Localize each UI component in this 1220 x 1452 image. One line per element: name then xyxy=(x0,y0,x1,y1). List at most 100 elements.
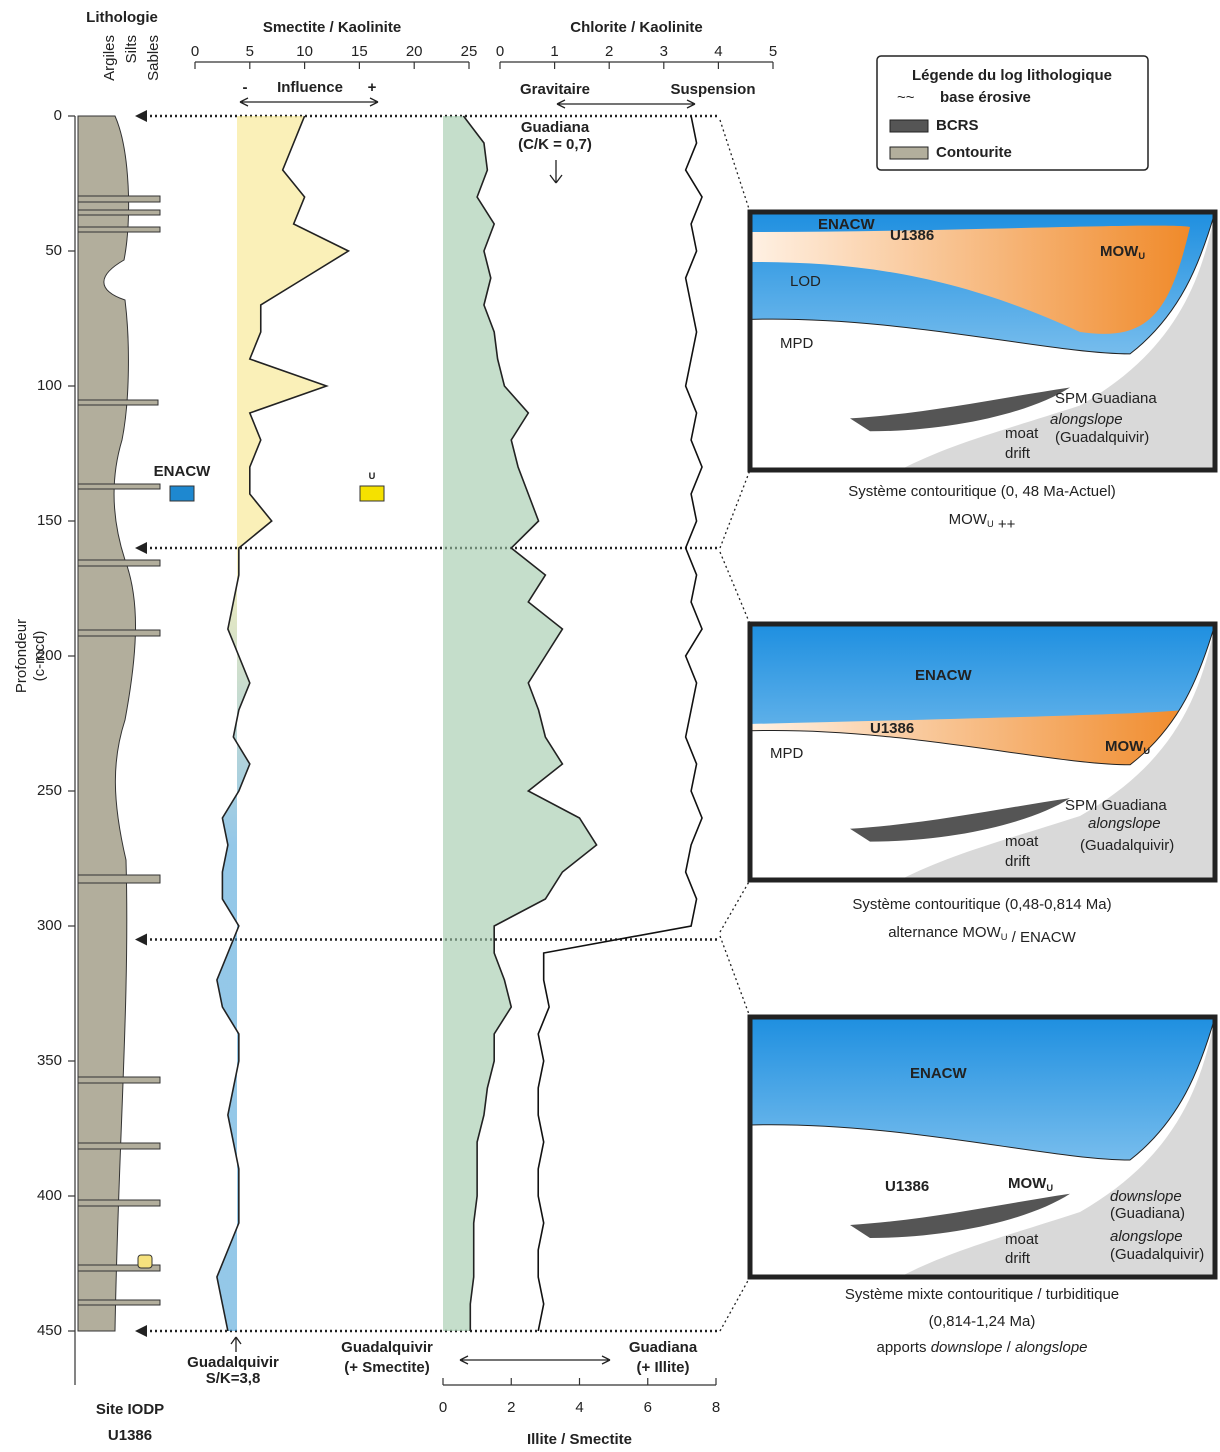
y-axis-label: Profondeur xyxy=(13,619,30,693)
legend-box xyxy=(876,55,1149,171)
subscript: U xyxy=(369,471,376,481)
panel-caption: Système mixte contouritique / turbiditiq… xyxy=(845,1286,1119,1303)
subscript: U xyxy=(1138,251,1145,261)
text-part: / xyxy=(1002,1339,1015,1356)
x-tick-label: 4 xyxy=(714,43,722,60)
y-tick-label: 250 xyxy=(37,782,62,799)
panel-label: MOWU xyxy=(1008,1175,1053,1193)
x-tick-label: 6 xyxy=(644,1399,652,1416)
panel-label: ENACW xyxy=(910,1065,968,1082)
x-tick-label: 2 xyxy=(605,43,613,60)
legend-swatch xyxy=(889,146,929,160)
panel-label: drift xyxy=(1005,445,1031,462)
panel-caption: apports downslope / alongslope xyxy=(877,1339,1088,1356)
x-tick-label: 0 xyxy=(496,43,504,60)
chart-title: Smectite / Kaolinite xyxy=(263,19,401,36)
annotation: Guadiana xyxy=(521,119,590,136)
panel-label: (Guadalquivir) xyxy=(1110,1246,1204,1263)
annotation: (+ Smectite) xyxy=(344,1359,429,1376)
x-tick-label: 8 xyxy=(712,1399,720,1416)
mow-lens xyxy=(750,709,1190,777)
arrows xyxy=(230,97,751,1365)
panel-label: SPM Guadiana xyxy=(1065,797,1167,814)
y-tick-label: 400 xyxy=(37,1187,62,1204)
x-tick-label: 5 xyxy=(246,43,254,60)
y-tick-label: 100 xyxy=(37,377,62,394)
panel-label: ENACW xyxy=(915,667,973,684)
y-tick-label: 350 xyxy=(37,1052,62,1069)
panel-label: ENACW xyxy=(818,216,876,233)
legend-symbol: ~~ xyxy=(897,89,915,106)
panel-caption: (0,814-1,24 Ma) xyxy=(929,1313,1036,1330)
text-part: Système contouritique (0, 48 Ma-Actuel) xyxy=(848,483,1116,500)
annotation: - xyxy=(243,79,248,96)
annotation: + xyxy=(368,79,377,96)
site-label: Site IODP xyxy=(96,1401,164,1418)
panel-label: moat xyxy=(1005,425,1039,442)
legend-swatch xyxy=(889,119,929,133)
annotation: Guadiana xyxy=(629,1339,698,1356)
y-tick-label: 50 xyxy=(45,242,62,259)
text-part: MOW xyxy=(1008,1175,1047,1192)
x-tick-label: 15 xyxy=(351,43,368,60)
panel-label: U1386 xyxy=(890,227,934,244)
text-part: alternance MOW xyxy=(888,924,1001,941)
x-tick-label: 0 xyxy=(439,1399,447,1416)
panel-label: MOWU xyxy=(1100,243,1145,261)
frame xyxy=(747,1014,1218,1280)
panel-caption: alternance MOWU / ENACW xyxy=(888,924,1076,946)
moat xyxy=(850,387,1070,432)
panel-label: MPD xyxy=(780,335,814,352)
site-label: U1386 xyxy=(108,1427,152,1444)
panel-label: moat xyxy=(1005,1231,1039,1248)
panel-label: moat xyxy=(1005,833,1039,850)
sand-layers xyxy=(77,195,161,1306)
panel-label: (Guadalquivir) xyxy=(1080,837,1174,854)
line xyxy=(537,115,703,1332)
panel-label: MPD xyxy=(770,745,804,762)
mow-lens xyxy=(750,225,1190,334)
lithology-column: Sables xyxy=(145,35,162,81)
horizon-arrow xyxy=(135,542,147,554)
y-axis-label: (c-mcd) xyxy=(31,631,48,682)
water-mass-label: U xyxy=(369,471,376,481)
panel-label: alongslope xyxy=(1088,815,1161,832)
panel-label: SPM Guadiana xyxy=(1055,390,1157,407)
text-part: MOW xyxy=(1100,243,1139,260)
area xyxy=(443,116,597,1331)
x-tick-label: 5 xyxy=(769,43,777,60)
x-tick-label: 3 xyxy=(660,43,668,60)
text-part: MOW xyxy=(1105,738,1144,755)
panel: ENACW U1386 LOD MPD SPM Guadiana alongslope(G… xyxy=(747,209,1218,473)
panel-caption: Système contouritique (0, 48 Ma-Actuel) xyxy=(848,483,1116,500)
chart-title: Illite / Smectite xyxy=(527,1431,632,1448)
subscript: U xyxy=(1143,746,1150,756)
line xyxy=(216,115,351,1332)
text-part: Système contouritique (0,48-0,814 Ma) xyxy=(852,896,1111,913)
y-tick-label: 300 xyxy=(37,917,62,934)
panel-label: LOD xyxy=(790,273,821,290)
slope xyxy=(900,1017,1215,1277)
lithology-column: Argiles xyxy=(101,35,118,81)
panel-label: downslope xyxy=(1110,1188,1182,1205)
x-tick-label: 1 xyxy=(550,43,558,60)
text-part: MOW xyxy=(949,511,988,528)
panel-label: U1386 xyxy=(885,1178,929,1195)
moat xyxy=(850,798,1070,842)
frame xyxy=(747,621,1218,883)
subscript: U xyxy=(1046,1183,1053,1193)
legend-title: Légende du log lithologique xyxy=(912,67,1112,84)
panel-label: alongslope xyxy=(1110,1228,1183,1245)
legend-item: Contourite xyxy=(936,144,1012,161)
lithology-title: Lithologie xyxy=(86,9,158,26)
horizon-arrow xyxy=(135,110,147,122)
panel-label: alongslope xyxy=(1050,411,1123,428)
subscript: U xyxy=(987,519,994,529)
y-tick-label: 150 xyxy=(37,512,62,529)
text-part: apports xyxy=(877,1339,931,1356)
legend-item: base érosive xyxy=(940,89,1031,106)
panel-label: (Guadiana) xyxy=(1110,1205,1185,1222)
panel-caption: Système contouritique (0,48-0,814 Ma) xyxy=(852,896,1111,913)
moat xyxy=(850,1193,1070,1238)
y-tick-label: 450 xyxy=(37,1322,62,1339)
